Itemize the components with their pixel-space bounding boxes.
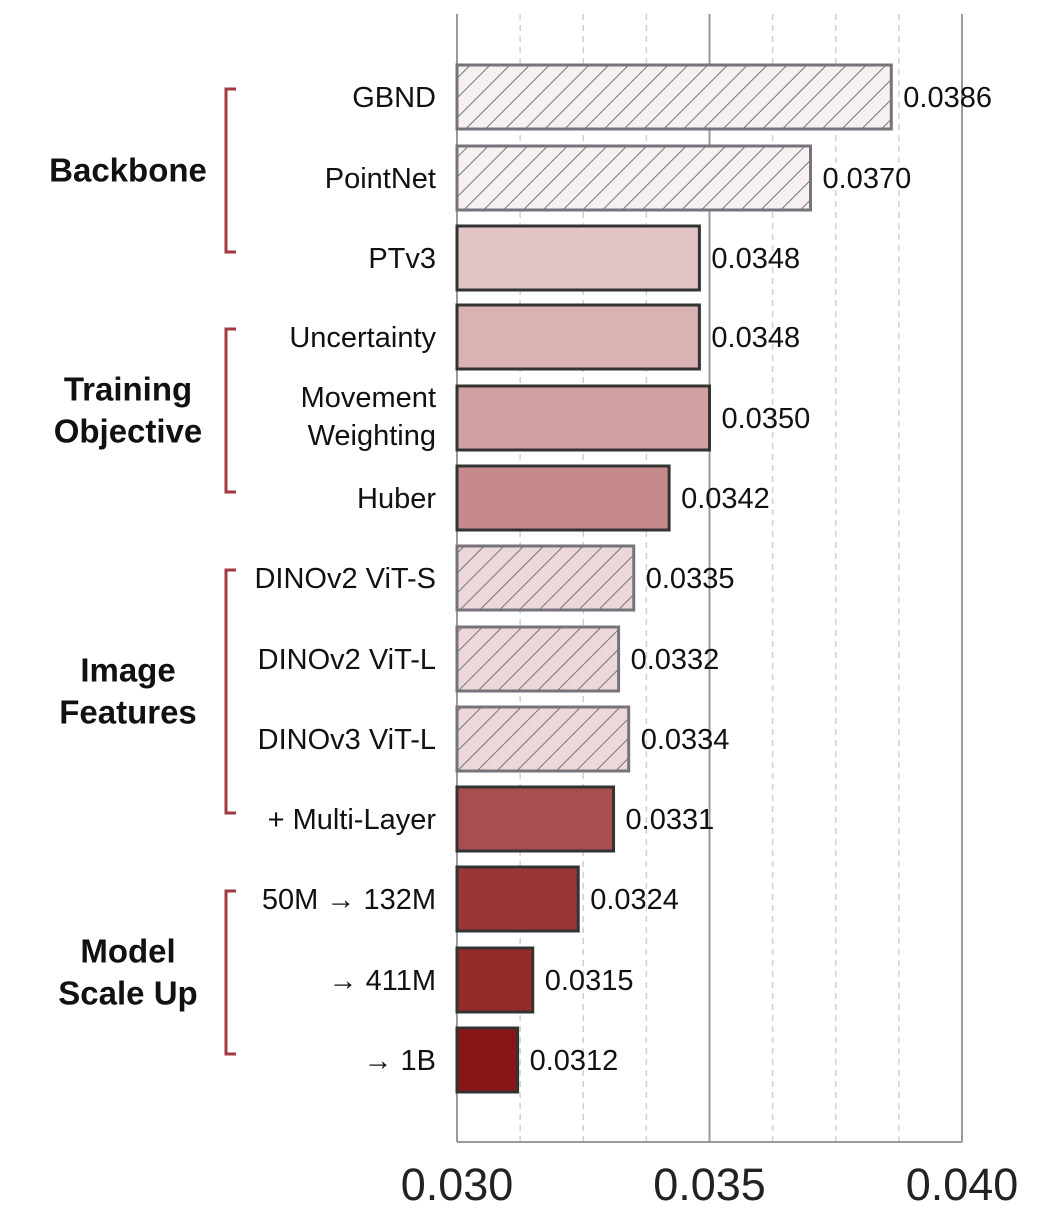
bar-hatch (457, 707, 629, 771)
category-label: → 1B (363, 1045, 436, 1077)
value-label: 0.0335 (646, 563, 735, 595)
group-label-line: Objective (54, 413, 203, 450)
bar-outline (455, 224, 701, 292)
group-label: Model Scale Up (58, 933, 197, 1012)
bar-outline (455, 625, 621, 693)
value-label: 0.0348 (711, 243, 800, 275)
group-layer: Backbone Training Objective Image Features Mo… (49, 87, 236, 1056)
value-label: 0.0332 (631, 644, 720, 676)
category-label: PointNet (325, 163, 436, 195)
bar-hatch (457, 146, 811, 210)
bar-outline (455, 865, 580, 933)
bar-layer (455, 63, 893, 1094)
category-label: Huber (357, 483, 436, 515)
bar (457, 948, 533, 1012)
group-bracket (224, 568, 236, 815)
category-label: 50M → 132M (262, 884, 436, 916)
label-layer: 0.0386 GBND 0.0370 PointNet 0.0348 PTv3 0.0348… (254, 82, 992, 1077)
category-label: DINOv2 ViT-L (258, 644, 436, 676)
group-label-line: Backbone (49, 152, 207, 189)
bar-outline (455, 1026, 520, 1094)
bar-outline (455, 544, 636, 612)
bar-outline (455, 144, 812, 212)
x-tick-label: 0.040 (906, 1159, 1019, 1210)
bar-hatch (457, 65, 892, 129)
bar (457, 226, 700, 290)
value-label: 0.0386 (903, 82, 992, 114)
bar-hatch (457, 627, 619, 691)
group-bracket (224, 889, 236, 1056)
value-label: 0.0348 (711, 322, 800, 354)
category-label: Movement Weighting (301, 382, 436, 452)
group-bracket (224, 327, 236, 494)
value-label: 0.0315 (545, 965, 634, 997)
bar-outline (455, 384, 711, 452)
bar (457, 867, 579, 931)
category-label: DINOv2 ViT-S (254, 563, 436, 595)
category-label: DINOv3 ViT-L (258, 724, 436, 756)
category-label: Uncertainty (289, 322, 436, 354)
value-label: 0.0350 (722, 403, 811, 435)
x-tick-label: 0.030 (401, 1159, 514, 1210)
category-label: → 411M (329, 965, 436, 997)
group-label-line: Training (64, 371, 192, 408)
value-label: 0.0324 (590, 884, 679, 916)
bar-outline (455, 464, 671, 532)
value-label: 0.0331 (626, 804, 715, 836)
category-label: GBND (352, 82, 436, 114)
x-tick-label: 0.035 (653, 1159, 766, 1210)
group-label: Image Features (59, 652, 197, 731)
category-label-line: Weighting (308, 420, 436, 452)
group-label: Training Objective (54, 371, 203, 450)
group-label-line: Model (80, 933, 175, 970)
bar-outline (455, 705, 631, 773)
bar (457, 466, 670, 530)
bar-outline (455, 946, 535, 1014)
category-label: PTv3 (368, 243, 436, 275)
category-label: + Multi-Layer (268, 804, 437, 836)
bar-hatch (457, 546, 634, 610)
bar-outline (455, 303, 701, 371)
group-label-line: Image (80, 652, 175, 689)
group-label-line: Scale Up (58, 975, 197, 1012)
bar (457, 305, 700, 369)
group-label-line: Features (59, 694, 197, 731)
value-label: 0.0312 (530, 1045, 619, 1077)
group-bracket (224, 87, 236, 254)
category-label-line: Movement (301, 382, 436, 414)
value-label: 0.0342 (681, 483, 770, 515)
bar-outline (455, 63, 893, 131)
value-label: 0.0370 (823, 163, 912, 195)
bar-outline (455, 785, 616, 853)
tick-layer: 0.030 0.035 0.040 (401, 1159, 1019, 1210)
bar (457, 787, 614, 851)
bar (457, 1028, 518, 1092)
group-label: Backbone (49, 152, 207, 189)
value-label: 0.0334 (641, 724, 730, 756)
bar (457, 386, 710, 450)
